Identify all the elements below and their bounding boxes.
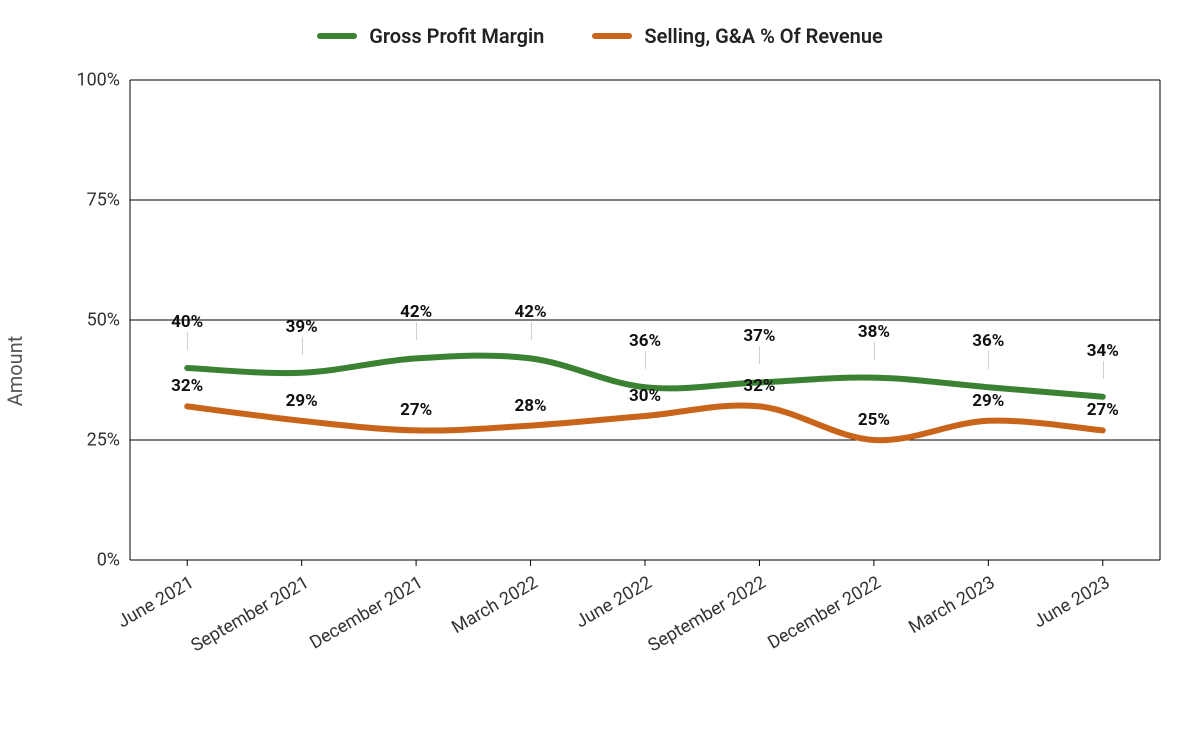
x-tick-label: June 2022	[572, 572, 655, 632]
label-leader	[302, 337, 303, 355]
label-leader	[759, 346, 760, 364]
legend-item: Gross Profit Margin	[317, 24, 544, 48]
x-tick-label: March 2022	[448, 572, 541, 638]
data-label: 38%	[858, 322, 890, 342]
y-axis-title: Amount	[3, 335, 27, 406]
data-label: 37%	[743, 326, 775, 346]
label-leader	[416, 322, 417, 340]
label-leader	[1103, 361, 1104, 379]
x-tick-label: December 2021	[306, 572, 426, 654]
x-tick-label: June 2023	[1030, 572, 1113, 632]
x-tick-label: September 2021	[187, 572, 312, 656]
data-label: 40%	[171, 312, 203, 332]
data-label: 36%	[972, 331, 1004, 351]
data-label: 39%	[286, 317, 318, 337]
x-tick-label: December 2022	[764, 572, 884, 654]
data-label: 32%	[743, 376, 775, 396]
y-tick-label: 75%	[87, 190, 120, 211]
data-label: 28%	[515, 396, 547, 416]
data-label: 42%	[515, 302, 547, 322]
y-tick-label: 25%	[87, 430, 120, 451]
label-leader	[988, 351, 989, 369]
legend-item: Selling, G&A % Of Revenue	[592, 24, 882, 48]
legend: Gross Profit Margin Selling, G&A % Of Rev…	[0, 20, 1200, 48]
data-label: 27%	[400, 400, 432, 420]
data-label: 29%	[286, 391, 318, 411]
chart-container: Gross Profit Margin Selling, G&A % Of Rev…	[0, 0, 1200, 741]
label-leader	[531, 322, 532, 340]
legend-swatch	[592, 33, 632, 39]
data-label: 34%	[1087, 341, 1119, 361]
legend-label: Selling, G&A % Of Revenue	[644, 24, 882, 48]
label-leader	[187, 332, 188, 350]
legend-label: Gross Profit Margin	[369, 24, 544, 48]
data-label: 27%	[1087, 400, 1119, 420]
plot-svg	[130, 80, 1160, 560]
y-tick-label: 100%	[76, 70, 120, 91]
data-label: 30%	[629, 386, 661, 406]
y-tick-label: 50%	[87, 310, 120, 331]
x-tick-label: March 2023	[905, 572, 998, 638]
plot-area: 40% 39% 42% 42% 36% 37% 38% 36% 34% 32% 29% 27% 28% 3…	[130, 80, 1160, 560]
label-leader	[874, 342, 875, 360]
legend-swatch	[317, 33, 357, 39]
data-label: 36%	[629, 331, 661, 351]
x-tick-label: September 2022	[645, 572, 770, 656]
y-tick-label: 0%	[97, 550, 120, 571]
data-label: 42%	[400, 302, 432, 322]
x-tick-label: June 2021	[114, 572, 197, 632]
data-label: 25%	[858, 410, 890, 430]
data-label: 29%	[972, 391, 1004, 411]
data-label: 32%	[171, 376, 203, 396]
series-line	[187, 405, 1103, 440]
label-leader	[645, 351, 646, 369]
